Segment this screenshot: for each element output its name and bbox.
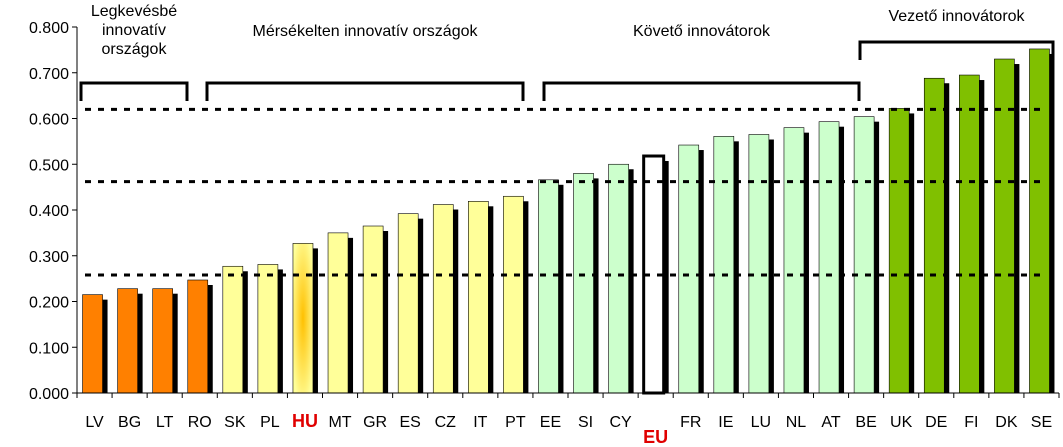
bar-fi — [959, 74, 980, 394]
y-tick-label-0: 0.000 — [29, 386, 69, 403]
x-tick-label-lu: LU — [751, 414, 771, 431]
bar-se — [1029, 48, 1050, 394]
group-4-label-line: Vezető innovátorok — [888, 8, 1025, 25]
x-tick-label-cy: CY — [609, 414, 632, 431]
x-tick-label-be: BE — [855, 414, 876, 431]
group-2-label: Mérsékelten innovatív országok — [253, 23, 479, 40]
group-1-label-line: Legkevésbé — [91, 3, 177, 20]
bar-ee — [538, 179, 559, 394]
x-tick-label-se: SE — [1031, 414, 1052, 431]
x-tick-label-ie: IE — [718, 414, 733, 431]
bar-pl — [257, 264, 279, 394]
y-tick-label-8: 0.800 — [29, 20, 69, 37]
bar-mt — [327, 232, 349, 394]
x-tick-label-mt: MT — [328, 414, 351, 431]
bar-hu — [292, 243, 314, 394]
bar-si — [573, 173, 594, 394]
group-3-label: Követő innovátorok — [633, 23, 771, 40]
bar-ie — [713, 136, 735, 394]
x-tick-label-nl: NL — [786, 414, 807, 431]
group-2-bracket — [205, 81, 525, 101]
x-tick-label-sk: SK — [224, 414, 246, 431]
bar-lt — [152, 288, 173, 394]
y-tick-label-5: 0.500 — [29, 157, 69, 174]
x-tick-label-at: AT — [821, 414, 840, 431]
bar-it — [468, 201, 489, 394]
y-tick-label-7: 0.700 — [29, 66, 69, 83]
y-tick-label-4: 0.400 — [29, 203, 69, 220]
x-tick-label-gr: GR — [363, 414, 387, 431]
x-tick-label-uk: UK — [890, 414, 913, 431]
x-tick-label-lv: LV — [85, 414, 104, 431]
group-1-label: Legkevésbé innovatív országok — [91, 3, 177, 58]
bar-ro — [187, 279, 209, 394]
x-tick-label-ee: EE — [540, 414, 561, 431]
x-tick-label-fr: FR — [680, 414, 701, 431]
x-tick-label-eu: EU — [643, 427, 668, 447]
x-tick-label-de: DE — [925, 414, 947, 431]
bar-cz — [432, 204, 454, 394]
x-tick-label-pt: PT — [505, 414, 526, 431]
x-tick-label-si: SI — [578, 414, 593, 431]
y-tick-label-1: 0.100 — [29, 340, 69, 357]
x-tick-label-hu: HU — [292, 411, 318, 431]
bar-uk — [888, 108, 910, 394]
bar-bg — [117, 288, 138, 394]
x-tick-label-pl: PL — [260, 414, 280, 431]
bar-gr — [362, 225, 384, 394]
bar-de — [923, 77, 945, 394]
y-tick-label-2: 0.200 — [29, 295, 69, 312]
y-tick-label-3: 0.300 — [29, 249, 69, 266]
bar-be — [853, 116, 875, 394]
x-tick-label-it: IT — [473, 414, 487, 431]
x-tick-label-fi: FI — [964, 414, 978, 431]
group-3-label-line: Követő innovátorok — [633, 23, 771, 40]
bar-at — [818, 121, 840, 394]
bar-es — [397, 213, 419, 394]
bar-lu — [748, 134, 770, 394]
x-tick-label-lt: LT — [156, 414, 174, 431]
x-tick-label-es: ES — [400, 414, 421, 431]
group-4-label: Vezető innovátorok — [888, 8, 1025, 25]
x-tick-label-ro: RO — [188, 414, 212, 431]
bar-sk — [222, 265, 244, 394]
group-2-label-line: Mérsékelten innovatív országok — [253, 23, 479, 40]
group-3-bracket — [542, 81, 861, 101]
bar-cy — [608, 163, 629, 394]
x-tick-label-bg: BG — [118, 414, 141, 431]
bar-nl — [783, 127, 805, 394]
x-tick-label-cz: CZ — [435, 414, 457, 431]
group-1-label-line: innovatív — [102, 22, 166, 39]
y-tick-label-6: 0.600 — [29, 112, 69, 129]
x-tick-label-dk: DK — [995, 414, 1018, 431]
group-1-label-line: országok — [102, 41, 168, 58]
bar-lv — [82, 294, 103, 394]
group-1-bracket — [79, 81, 189, 101]
group-4-bracket — [858, 40, 1055, 60]
bar-pt — [503, 195, 524, 394]
